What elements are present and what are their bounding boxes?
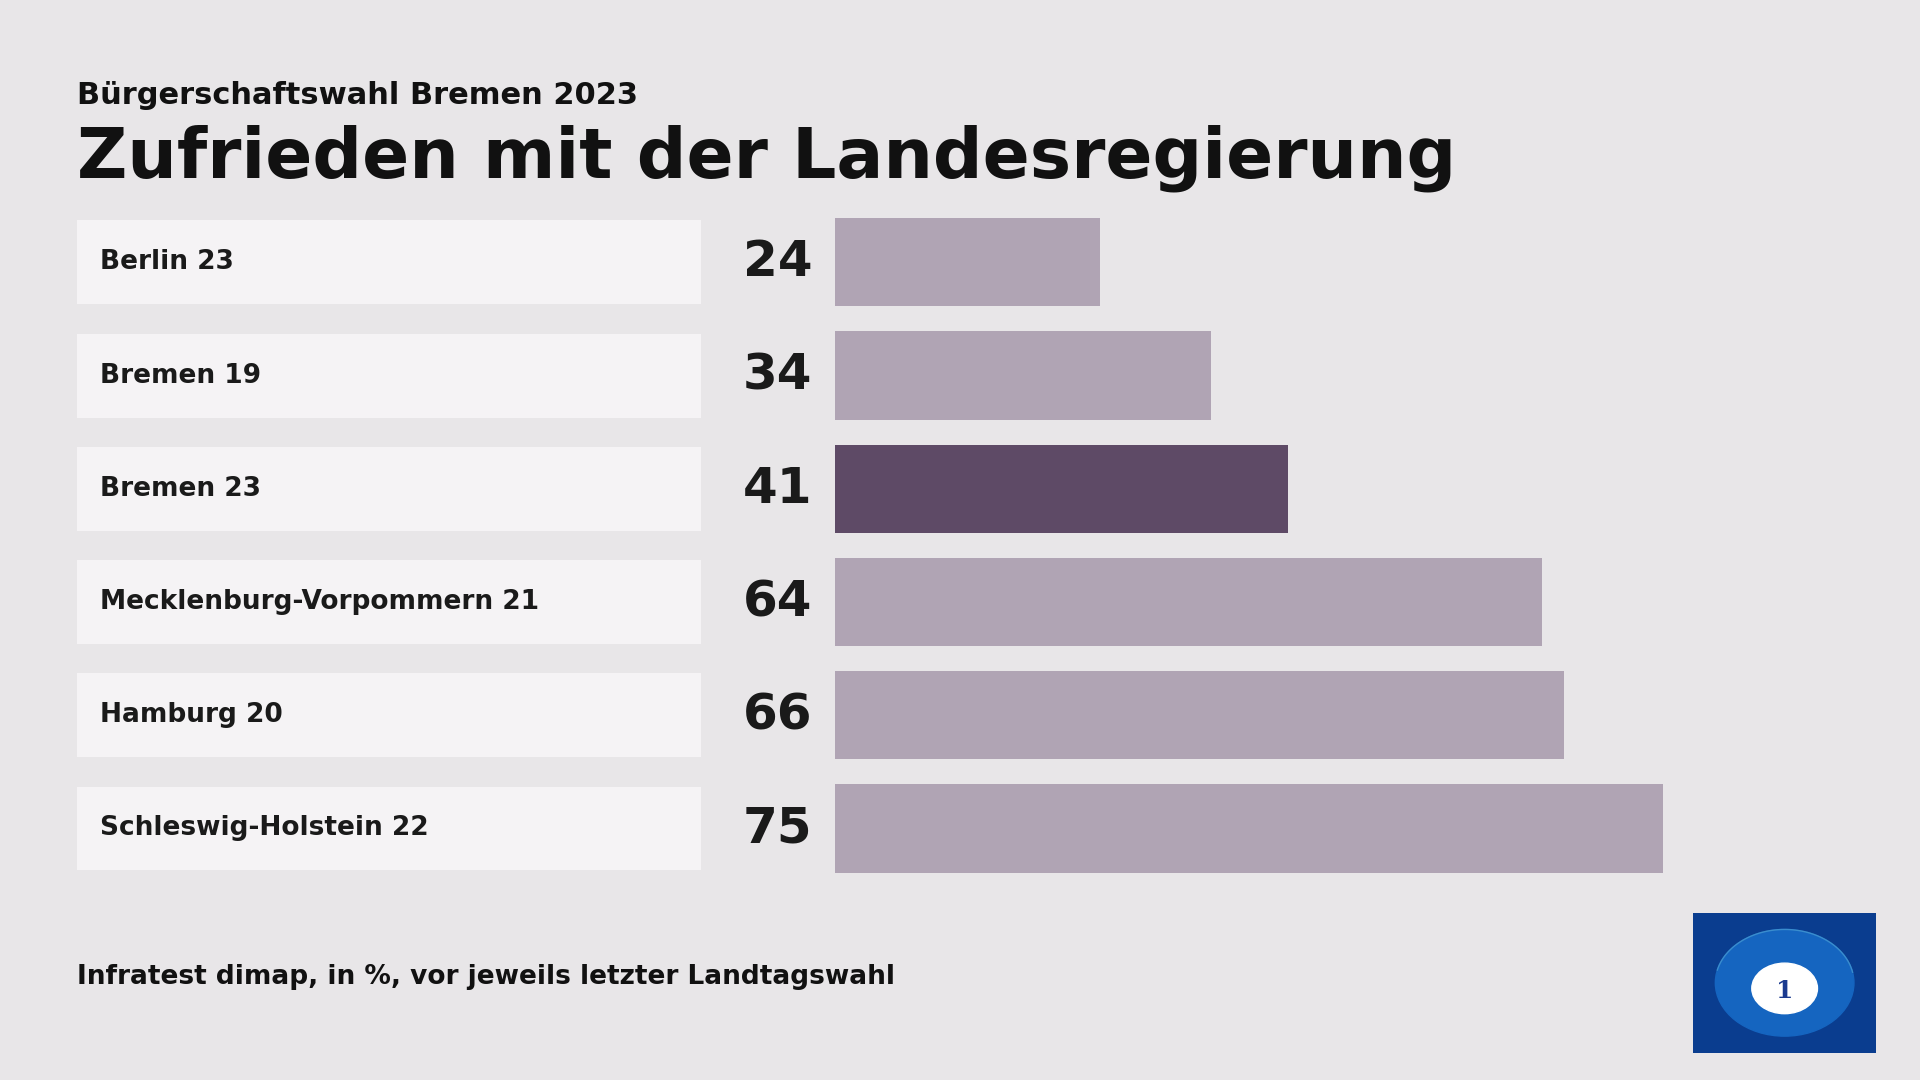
Text: Infratest dimap, in %, vor jeweils letzter Landtagswahl: Infratest dimap, in %, vor jeweils letzt… <box>77 964 895 990</box>
Text: 75: 75 <box>743 805 812 852</box>
Bar <box>835 445 1288 532</box>
Text: 34: 34 <box>743 352 812 400</box>
Bar <box>835 558 1542 646</box>
Text: 1: 1 <box>1776 980 1793 1003</box>
Text: Mecklenburg-Vorpommern 21: Mecklenburg-Vorpommern 21 <box>100 589 540 615</box>
Text: Zufrieden mit der Landesregierung: Zufrieden mit der Landesregierung <box>77 124 1455 192</box>
Text: Schleswig-Holstein 22: Schleswig-Holstein 22 <box>100 815 428 841</box>
Text: Bremen 23: Bremen 23 <box>100 476 261 502</box>
Circle shape <box>1751 963 1818 1014</box>
Text: 64: 64 <box>743 578 812 626</box>
Text: Hamburg 20: Hamburg 20 <box>100 702 282 728</box>
Text: Bremen 19: Bremen 19 <box>100 363 261 389</box>
Text: 24: 24 <box>743 239 812 286</box>
FancyBboxPatch shape <box>1686 907 1884 1058</box>
Circle shape <box>1715 930 1855 1036</box>
Text: 41: 41 <box>743 464 812 513</box>
Text: 66: 66 <box>743 691 812 739</box>
Bar <box>835 784 1663 873</box>
Bar <box>835 332 1210 420</box>
Bar <box>835 671 1565 759</box>
Text: Berlin 23: Berlin 23 <box>100 249 234 275</box>
Text: Bürgerschaftswahl Bremen 2023: Bürgerschaftswahl Bremen 2023 <box>77 81 637 110</box>
Bar <box>835 218 1100 307</box>
